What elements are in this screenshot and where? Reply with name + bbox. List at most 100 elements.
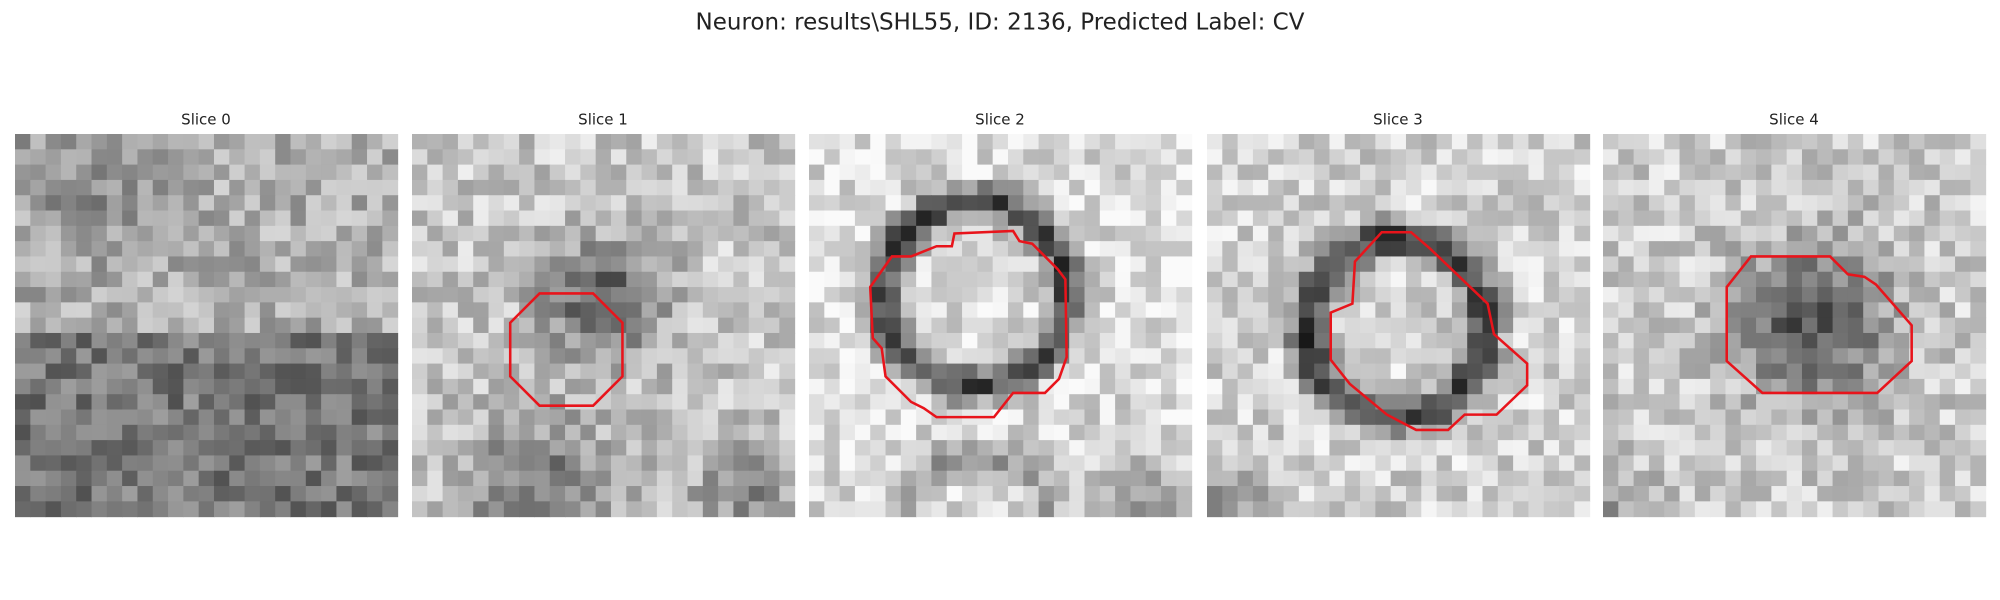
- pixel: [457, 424, 474, 441]
- pixel: [1176, 470, 1193, 487]
- pixel: [687, 424, 704, 441]
- pixel: [1970, 409, 1987, 426]
- pixel: [1559, 225, 1575, 242]
- pixel: [1939, 302, 1956, 319]
- pixel: [1664, 486, 1681, 502]
- pixel: [1513, 195, 1529, 212]
- pixel: [854, 486, 871, 502]
- pixel: [1924, 302, 1941, 319]
- pixel: [1252, 302, 1269, 319]
- pixel: [779, 134, 796, 150]
- pixel: [290, 440, 307, 456]
- pixel: [1360, 256, 1376, 273]
- pixel: [183, 486, 200, 502]
- pixel: [1924, 134, 1941, 150]
- pixel: [1252, 332, 1269, 349]
- pixel: [488, 241, 505, 257]
- pixel: [1648, 378, 1665, 395]
- pixel: [1222, 378, 1239, 395]
- pixel: [1069, 256, 1086, 273]
- pixel: [1360, 210, 1376, 227]
- pixel: [1528, 317, 1545, 334]
- pixel: [198, 256, 215, 273]
- pixel: [213, 287, 230, 303]
- pixel: [595, 363, 612, 380]
- pixel: [1283, 363, 1300, 380]
- pixel: [1893, 394, 1910, 411]
- pixel: [1176, 287, 1193, 303]
- pixel: [733, 179, 750, 196]
- pixel: [519, 164, 535, 181]
- pixel: [1740, 271, 1757, 288]
- pixel: [870, 363, 887, 380]
- pixel: [367, 409, 383, 426]
- pixel: [1832, 409, 1849, 426]
- pixel: [687, 378, 704, 395]
- pixel: [412, 149, 428, 166]
- pixel: [290, 287, 307, 303]
- pixel: [1252, 440, 1269, 456]
- pixel: [259, 348, 276, 365]
- pixel: [1939, 149, 1956, 166]
- pixel: [1543, 271, 1560, 288]
- pixel: [1130, 134, 1147, 150]
- pixel: [488, 378, 505, 395]
- pixel: [1893, 317, 1910, 334]
- pixel: [1237, 134, 1254, 150]
- pixel: [1847, 287, 1864, 303]
- pixel: [1725, 287, 1742, 303]
- pixel: [168, 195, 184, 212]
- pixel: [565, 486, 581, 502]
- pixel: [1817, 302, 1834, 319]
- pixel: [1847, 256, 1864, 273]
- pixel: [1679, 440, 1696, 456]
- pixel: [15, 164, 31, 181]
- pixel: [1664, 210, 1681, 227]
- pixel: [1878, 378, 1895, 395]
- pixel: [916, 317, 932, 334]
- pixel: [1283, 241, 1300, 257]
- pixel: [351, 134, 368, 150]
- pixel: [1528, 164, 1545, 181]
- pixel: [1603, 179, 1619, 196]
- pixel: [809, 271, 825, 288]
- pixel: [336, 287, 353, 303]
- pixel: [91, 210, 108, 227]
- pixel: [931, 149, 948, 166]
- pixel: [946, 164, 963, 181]
- pixel: [1924, 287, 1941, 303]
- pixel: [1421, 164, 1438, 181]
- pixel: [626, 271, 643, 288]
- pixel: [1664, 440, 1681, 456]
- pixel: [1298, 287, 1315, 303]
- pixel: [290, 332, 307, 349]
- pixel: [1145, 149, 1162, 166]
- pixel: [1633, 440, 1650, 456]
- contour: [508, 292, 624, 407]
- pixel: [1329, 225, 1346, 242]
- pixel: [1237, 348, 1254, 365]
- pixel: [733, 470, 750, 487]
- pixel: [1329, 486, 1346, 502]
- pixel: [1084, 195, 1101, 212]
- pixel: [1771, 317, 1788, 334]
- pixel: [1664, 195, 1681, 212]
- pixel: [152, 225, 169, 242]
- pixel: [1786, 440, 1803, 456]
- pixel: [1314, 210, 1330, 227]
- pixel: [1482, 302, 1499, 319]
- pixel: [15, 302, 31, 319]
- pixel: [641, 302, 658, 319]
- pixel: [610, 363, 627, 380]
- pixel: [76, 287, 93, 303]
- pixel: [1863, 317, 1880, 334]
- pixel: [946, 134, 963, 150]
- pixel: [1939, 241, 1956, 257]
- pixel: [122, 378, 138, 395]
- pixel: [1513, 302, 1529, 319]
- pixel: [1237, 256, 1254, 273]
- pixel: [259, 470, 276, 487]
- pixel: [1679, 409, 1696, 426]
- panel: [412, 134, 796, 518]
- pixel: [198, 241, 215, 257]
